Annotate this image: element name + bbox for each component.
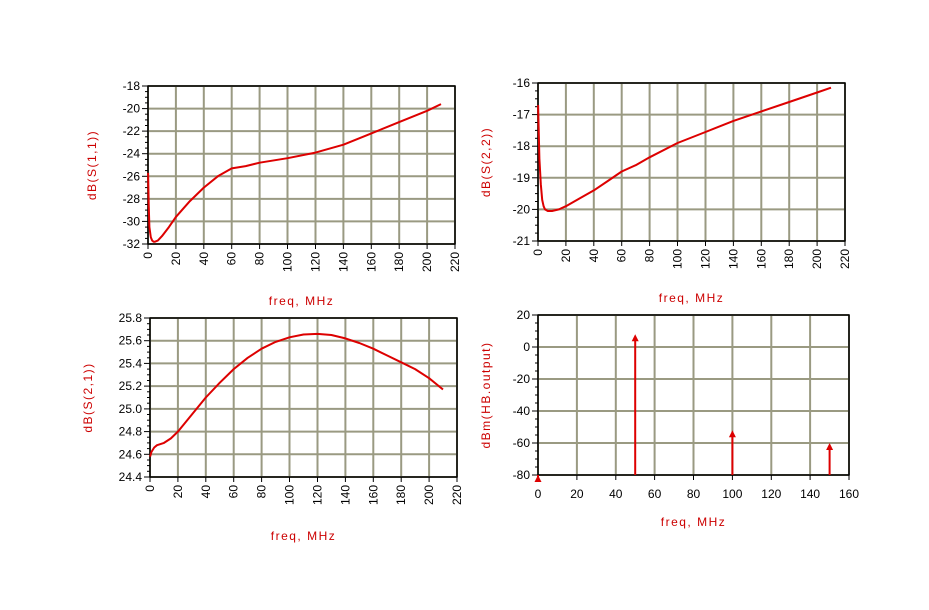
x-tick-label: 160	[366, 485, 380, 505]
x-tick-label: 120	[699, 249, 713, 269]
x-tick-label: 160	[754, 249, 768, 269]
x-tick-label: 20	[570, 487, 584, 501]
plot-s11: -32 -30 -28 -26 -24 -22 -20 -18 0 20 40 60 80 100 120 1…	[85, 79, 462, 308]
x-tick-label: 160	[364, 252, 378, 272]
x-tick-label: 220	[450, 485, 464, 505]
x-tick-label: 40	[197, 252, 211, 266]
plot-frame	[537, 314, 850, 476]
spectral-arrowhead	[826, 443, 834, 450]
x-tick-label: 160	[839, 487, 859, 501]
y-tick-label: -19	[513, 171, 531, 185]
y-tick-label: -20	[123, 102, 141, 116]
y-tick-label: -17	[513, 108, 531, 122]
series-line	[149, 332, 444, 457]
x-tick-label: 60	[615, 249, 629, 263]
x-tick-label: 100	[283, 485, 297, 505]
y-axis-label: dB(S(2,1))	[81, 362, 95, 432]
y-tick-label: -20	[513, 202, 531, 216]
y-tick-label: -26	[123, 169, 141, 183]
y-tick-label: 25.4	[119, 356, 143, 370]
x-axis-label: freq, MHz	[271, 529, 337, 543]
y-tick-label: 20	[517, 308, 531, 322]
x-tick-label: 40	[609, 487, 623, 501]
x-tick-label: 100	[722, 487, 742, 501]
spectral-arrowhead	[728, 430, 736, 438]
x-tick-label: 140	[800, 487, 820, 501]
y-tick-label: -80	[513, 468, 531, 482]
y-tick-label: -24	[123, 147, 141, 161]
y-axis-label: dB(S(2,2))	[479, 127, 493, 197]
x-axis-label: freq, MHz	[659, 291, 725, 305]
x-axis-label: freq, MHz	[661, 515, 727, 529]
y-tick-label: -28	[123, 192, 141, 206]
x-tick-label: 200	[810, 249, 824, 269]
plot-hb-output-spectrum: -80 -60 -40 -20 0 20 0 20 40 60 80 100 120 140 160 freq…	[479, 308, 859, 529]
y-tick-label: 25.2	[119, 379, 143, 393]
plot-s22: -21 -20 -19 -18 -17 -16 0 20 40 60 80 100 120 140 160 1…	[479, 76, 852, 305]
y-tick-label: 24.8	[119, 425, 143, 439]
y-tick-label: -32	[123, 237, 141, 251]
x-tick-label: 0	[141, 252, 155, 259]
x-axis-label: freq, MHz	[269, 294, 335, 308]
x-tick-label: 100	[671, 249, 685, 269]
y-tick-label: 0	[523, 340, 530, 354]
plot-s21: 24.4 24.6 24.8 25.0 25.2 25.4 25.6 25.8 0 20 40 60 8…	[81, 311, 464, 543]
x-tick-label: 20	[559, 249, 573, 263]
x-tick-label: 40	[587, 249, 601, 263]
x-tick-label: 0	[143, 485, 157, 492]
y-axis-label: dB(S(1,1))	[85, 130, 99, 200]
y-tick-label: 24.4	[119, 470, 143, 484]
x-tick-label: 100	[281, 252, 295, 272]
x-tick-label: 60	[225, 252, 239, 266]
x-tick-label: 220	[448, 252, 462, 272]
x-tick-label: 0	[531, 249, 545, 256]
y-tick-label: -21	[513, 234, 531, 248]
y-tick-label: -30	[123, 214, 141, 228]
x-tick-label: 80	[687, 487, 701, 501]
y-tick-label: -20	[513, 372, 531, 386]
y-tick-label: -22	[123, 124, 141, 138]
x-tick-label: 60	[227, 485, 241, 499]
series-line	[147, 103, 442, 243]
y-tick-label: -16	[513, 76, 531, 90]
x-tick-label: 200	[422, 485, 436, 505]
y-tick-label: 24.6	[119, 447, 143, 461]
x-tick-label: 40	[199, 485, 213, 499]
x-tick-label: 140	[338, 485, 352, 505]
x-tick-label: 80	[253, 252, 267, 266]
y-tick-label: 25.0	[119, 402, 143, 416]
y-tick-label: 25.6	[119, 334, 143, 348]
x-tick-label: 60	[648, 487, 662, 501]
plot-frame	[537, 82, 846, 242]
x-tick-label: 120	[761, 487, 781, 501]
y-axis-label: dBm(HB.output)	[479, 341, 493, 448]
y-tick-label: -40	[513, 404, 531, 418]
spectral-arrowhead	[631, 334, 639, 342]
x-tick-label: 140	[726, 249, 740, 269]
x-tick-label: 20	[169, 252, 183, 266]
x-tick-label: 180	[394, 485, 408, 505]
y-tick-label: -18	[123, 79, 141, 93]
x-tick-label: 20	[171, 485, 185, 499]
spectral-arrowhead	[534, 475, 542, 482]
x-tick-label: 80	[255, 485, 269, 499]
y-tick-label: -18	[513, 139, 531, 153]
x-tick-label: 200	[420, 252, 434, 272]
x-tick-label: 80	[643, 249, 657, 263]
x-tick-label: 140	[336, 252, 350, 272]
series-line	[537, 86, 832, 212]
x-tick-label: 120	[311, 485, 325, 505]
plot-frame	[149, 317, 458, 478]
x-tick-label: 120	[309, 252, 323, 272]
y-tick-label: -60	[513, 436, 531, 450]
plot-frame	[147, 85, 456, 245]
y-tick-label: 25.8	[119, 311, 143, 325]
x-tick-label: 0	[535, 487, 542, 501]
x-tick-label: 180	[782, 249, 796, 269]
x-tick-label: 220	[838, 249, 852, 269]
x-tick-label: 180	[392, 252, 406, 272]
